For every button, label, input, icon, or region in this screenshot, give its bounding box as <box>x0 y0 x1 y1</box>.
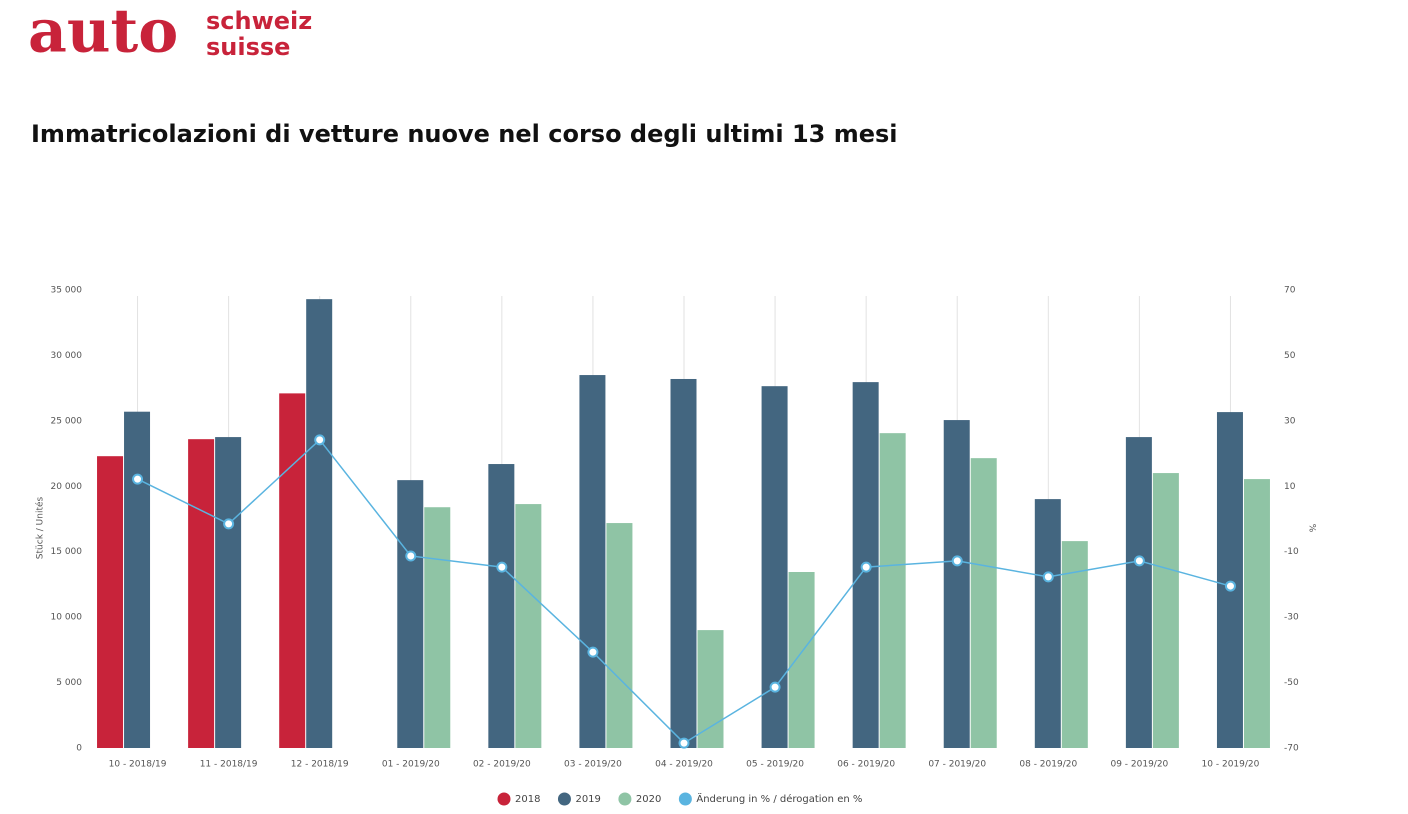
x-tick-label: 02 - 2019/20 <box>473 760 531 770</box>
line-point <box>678 737 690 749</box>
bar <box>424 507 451 748</box>
bar <box>188 439 215 748</box>
y-tick-label: 20 000 <box>51 482 83 492</box>
line-point <box>132 473 144 485</box>
legend-label: Änderung in % / dérogation en % <box>696 792 862 805</box>
x-tick-label: 04 - 2019/20 <box>655 760 713 770</box>
y2-tick-label: -70 <box>1284 744 1299 754</box>
bar <box>515 504 542 748</box>
legend-label: 2020 <box>636 794 661 805</box>
bar <box>970 458 997 748</box>
bar <box>397 480 424 748</box>
line-point <box>405 550 417 562</box>
bar <box>306 299 333 748</box>
line-point <box>1133 555 1145 567</box>
x-tick-label: 07 - 2019/20 <box>928 760 986 770</box>
bar <box>579 375 606 748</box>
x-tick-label: 01 - 2019/20 <box>382 760 440 770</box>
y-tick-label: 0 <box>76 744 82 754</box>
line-point <box>1224 580 1236 592</box>
y2-tick-label: -50 <box>1284 678 1299 688</box>
bar <box>697 630 724 748</box>
y-tick-label: 35 000 <box>51 286 83 296</box>
bar <box>97 456 124 748</box>
legend-marker <box>618 792 632 806</box>
legend-label: 2018 <box>515 794 540 805</box>
bar <box>606 523 633 748</box>
y2-tick-label: 10 <box>1284 482 1296 492</box>
line-point <box>223 518 235 530</box>
bar <box>1125 437 1152 748</box>
line-point <box>1042 571 1054 583</box>
legend-marker <box>678 792 692 806</box>
line-point <box>496 561 508 573</box>
y-tick-label: 5 000 <box>56 678 82 688</box>
bar <box>788 571 815 748</box>
chart-title: Immatricolazioni di vetture nuove nel co… <box>31 120 898 148</box>
x-tick-label: 11 - 2018/19 <box>200 760 258 770</box>
logo-line: suisse <box>206 33 290 61</box>
x-tick-label: 05 - 2019/20 <box>746 760 804 770</box>
line-point <box>587 646 599 658</box>
bar <box>488 464 515 748</box>
x-tick-label: 06 - 2019/20 <box>837 760 895 770</box>
y-axis-title: Stück / Unités <box>35 496 46 559</box>
bar <box>1034 499 1061 748</box>
legend-marker <box>557 792 571 806</box>
bar <box>1243 479 1270 748</box>
x-tick-label: 10 - 2019/20 <box>1202 760 1260 770</box>
logo-line: schweiz <box>206 7 312 35</box>
y2-tick-label: 70 <box>1284 286 1296 296</box>
bar <box>670 378 697 748</box>
bar <box>215 437 242 748</box>
line-point <box>951 555 963 567</box>
line-point <box>314 434 326 446</box>
x-tick-label: 03 - 2019/20 <box>564 760 622 770</box>
y2-tick-label: 30 <box>1284 416 1296 426</box>
x-tick-label: 10 - 2018/19 <box>109 760 167 770</box>
y2-tick-label: -10 <box>1284 547 1299 557</box>
legend-label: 2019 <box>575 794 600 805</box>
logo: auto <box>28 0 178 67</box>
bar <box>943 420 970 748</box>
y2-axis-title: % <box>1307 524 1317 533</box>
y-tick-label: 10 000 <box>51 613 83 623</box>
x-tick-label: 12 - 2018/19 <box>291 760 349 770</box>
x-tick-label: 09 - 2019/20 <box>1110 760 1168 770</box>
legend-marker <box>497 792 511 806</box>
bar <box>1152 473 1179 748</box>
y-tick-label: 15 000 <box>51 547 83 557</box>
bar <box>1216 412 1243 748</box>
line-point <box>860 561 872 573</box>
y-tick-label: 30 000 <box>51 351 83 361</box>
bar <box>879 433 906 748</box>
line-point <box>769 681 781 693</box>
bar <box>1061 541 1088 748</box>
bar <box>124 411 151 748</box>
y2-tick-label: 50 <box>1284 351 1296 361</box>
y-tick-label: 25 000 <box>51 416 83 426</box>
bar <box>279 393 306 748</box>
y2-tick-label: -30 <box>1284 613 1299 623</box>
x-tick-label: 08 - 2019/20 <box>1019 760 1077 770</box>
